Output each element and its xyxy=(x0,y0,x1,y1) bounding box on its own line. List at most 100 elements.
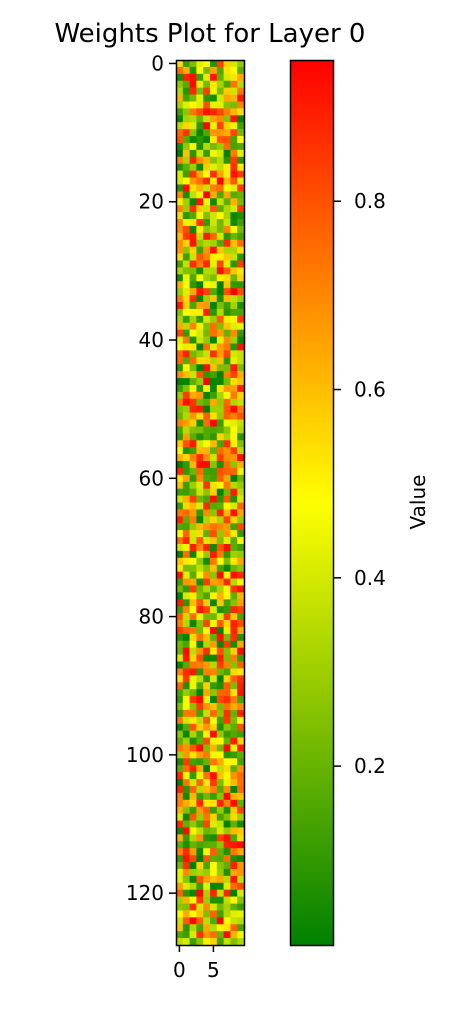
heatmap-cell xyxy=(189,336,197,344)
heatmap-cell xyxy=(176,502,184,510)
heatmap-cell xyxy=(223,799,231,808)
heatmap-cell xyxy=(189,405,197,413)
heatmap-cell xyxy=(196,875,204,884)
heatmap-cell xyxy=(196,620,204,628)
heatmap-cell xyxy=(176,142,184,151)
heatmap-cell xyxy=(216,606,224,614)
heatmap-cell xyxy=(210,668,218,676)
heatmap-cell xyxy=(210,557,218,566)
heatmap-cell xyxy=(230,343,238,351)
heatmap-cell xyxy=(237,412,245,420)
heatmap-cell xyxy=(176,564,184,572)
heatmap-cell xyxy=(196,419,204,427)
colorbar-ticks: 0.2 0.4 0.6 0.8 xyxy=(334,189,386,778)
heatmap-cell xyxy=(237,191,245,199)
heatmap-cell xyxy=(237,931,245,939)
heatmap-cell xyxy=(203,122,211,130)
heatmap-cell xyxy=(237,391,245,400)
heatmap-cell xyxy=(176,751,184,759)
heatmap-cell xyxy=(216,136,224,144)
heatmap-cell xyxy=(189,613,197,621)
heatmap-cell xyxy=(237,170,245,178)
heatmap-cell xyxy=(182,862,190,870)
heatmap-cell xyxy=(237,516,245,524)
heatmap-cell xyxy=(230,94,238,102)
heatmap-cell xyxy=(230,647,238,655)
heatmap-cell xyxy=(176,378,184,386)
heatmap-cell xyxy=(216,820,224,828)
heatmap-cell xyxy=(230,696,238,704)
heatmap-cell xyxy=(210,550,218,559)
heatmap-cell xyxy=(176,792,184,801)
heatmap-cell xyxy=(176,668,184,676)
heatmap-cell xyxy=(216,170,224,178)
heatmap-cell xyxy=(196,371,204,379)
heatmap-cell xyxy=(189,101,197,109)
heatmap-cell xyxy=(223,301,231,310)
heatmap-cell xyxy=(216,364,224,372)
heatmap-cell xyxy=(210,779,218,787)
heatmap-cell xyxy=(203,703,211,711)
heatmap-cell xyxy=(237,792,245,801)
heatmap-cell xyxy=(230,384,238,393)
heatmap-cell xyxy=(182,274,190,282)
heatmap-cell xyxy=(189,301,197,310)
heatmap-cell xyxy=(203,87,211,95)
heatmap-cell xyxy=(237,640,245,648)
heatmap-cell xyxy=(182,343,190,351)
heatmap-cell xyxy=(237,626,245,635)
heatmap-cell xyxy=(210,205,218,213)
heatmap-cell xyxy=(182,654,190,662)
heatmap-cell xyxy=(237,523,245,531)
heatmap-cell xyxy=(176,834,184,842)
heatmap-cell xyxy=(182,723,190,731)
heatmap-cell xyxy=(196,765,204,773)
heatmap-cell xyxy=(230,910,238,918)
heatmap-cell xyxy=(210,799,218,808)
heatmap-cell xyxy=(210,578,218,586)
heatmap-cell xyxy=(230,633,238,642)
heatmap-cell xyxy=(203,737,211,745)
heatmap-cell xyxy=(237,924,245,932)
heatmap-cell xyxy=(230,592,238,600)
heatmap-cell xyxy=(182,917,190,925)
heatmap-cell xyxy=(176,875,184,884)
heatmap-cell xyxy=(196,94,204,102)
heatmap-cell xyxy=(203,516,211,524)
heatmap-cell xyxy=(230,481,238,489)
heatmap-cell xyxy=(176,122,184,130)
heatmap-cell xyxy=(182,405,190,413)
heatmap-cell xyxy=(223,94,231,102)
heatmap-cell xyxy=(176,481,184,489)
heatmap-cell xyxy=(189,938,197,946)
heatmap-cell xyxy=(237,668,245,676)
heatmap-cell xyxy=(223,267,231,275)
heatmap-cell xyxy=(216,232,224,241)
heatmap-cell xyxy=(210,115,218,123)
heatmap-cell xyxy=(189,371,197,379)
heatmap-cell xyxy=(176,903,184,911)
colorbar-tick-label: 0.6 xyxy=(354,378,386,402)
heatmap-cell xyxy=(203,129,211,137)
heatmap-cell xyxy=(196,723,204,731)
heatmap-cell xyxy=(230,60,238,68)
heatmap-cell xyxy=(216,550,224,559)
heatmap-cell xyxy=(182,875,190,884)
heatmap-cell xyxy=(210,620,218,628)
heatmap-cell xyxy=(196,813,204,821)
heatmap-cell xyxy=(182,910,190,918)
heatmap-cell xyxy=(237,841,245,849)
heatmap-cell xyxy=(210,391,218,400)
heatmap-cell xyxy=(182,592,190,600)
heatmap-cell xyxy=(176,848,184,856)
heatmap-cell xyxy=(223,426,231,434)
heatmap-cell xyxy=(196,308,204,317)
heatmap-cell xyxy=(223,502,231,510)
heatmap-cell xyxy=(210,509,218,517)
heatmap-cell xyxy=(196,716,204,725)
heatmap-cell xyxy=(176,723,184,731)
heatmap-cell xyxy=(203,730,211,738)
heatmap-cell xyxy=(196,364,204,372)
heatmap-cell xyxy=(237,301,245,310)
heatmap-cell xyxy=(203,841,211,849)
